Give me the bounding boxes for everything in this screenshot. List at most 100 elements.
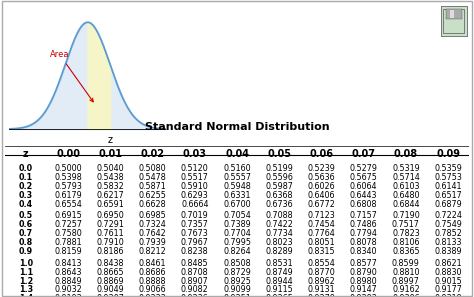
Text: 0.1: 0.1	[19, 173, 33, 182]
Text: 0.5000: 0.5000	[54, 164, 82, 173]
Text: 0.8643: 0.8643	[55, 268, 82, 277]
Text: 0.08: 0.08	[394, 149, 418, 159]
Text: 0.8212: 0.8212	[139, 247, 166, 256]
Text: 0.8413: 0.8413	[55, 259, 82, 268]
Text: 0.6664: 0.6664	[181, 200, 209, 209]
Text: 0.8023: 0.8023	[265, 238, 293, 247]
Text: 0.3: 0.3	[19, 191, 33, 200]
Text: 0.03: 0.03	[183, 149, 207, 159]
Text: 0.9319: 0.9319	[434, 294, 462, 297]
Bar	[444, 9, 464, 33]
Text: z: z	[23, 149, 28, 159]
Text: 0.8708: 0.8708	[181, 268, 209, 277]
Text: 0.7190: 0.7190	[392, 211, 420, 220]
Text: 0.7422: 0.7422	[265, 220, 293, 229]
Text: 0.9082: 0.9082	[181, 285, 209, 294]
Text: 0.9131: 0.9131	[308, 285, 335, 294]
Text: 0.7324: 0.7324	[139, 220, 166, 229]
Text: 0.7611: 0.7611	[97, 229, 124, 238]
Text: 0.6554: 0.6554	[54, 200, 82, 209]
Text: 0.8078: 0.8078	[350, 238, 377, 247]
Text: 0.05: 0.05	[267, 149, 291, 159]
Text: 0.5557: 0.5557	[223, 173, 251, 182]
Text: 0.7823: 0.7823	[392, 229, 420, 238]
Text: 0.7257: 0.7257	[54, 220, 82, 229]
Text: 0.01: 0.01	[98, 149, 122, 159]
Text: 0.6808: 0.6808	[350, 200, 377, 209]
Text: 0.8461: 0.8461	[139, 259, 166, 268]
Bar	[450, 10, 454, 18]
Text: 0.5948: 0.5948	[223, 182, 251, 191]
Text: 0.7517: 0.7517	[392, 220, 420, 229]
Text: 0.7157: 0.7157	[350, 211, 378, 220]
Text: 0.8340: 0.8340	[350, 247, 377, 256]
Text: 0.6950: 0.6950	[96, 211, 124, 220]
Text: 0.8106: 0.8106	[392, 238, 419, 247]
Text: 0.7389: 0.7389	[223, 220, 251, 229]
Text: 0.9251: 0.9251	[223, 294, 251, 297]
Text: 0.9279: 0.9279	[308, 294, 336, 297]
Text: 0.7939: 0.7939	[138, 238, 166, 247]
Text: 0.5319: 0.5319	[392, 164, 420, 173]
Text: 0.09: 0.09	[436, 149, 460, 159]
Text: 0.6368: 0.6368	[265, 191, 293, 200]
Text: 0.0: 0.0	[19, 164, 33, 173]
Text: 0.6879: 0.6879	[434, 200, 462, 209]
Text: 0.6915: 0.6915	[54, 211, 82, 220]
Text: 0.8389: 0.8389	[434, 247, 462, 256]
Text: 0.9147: 0.9147	[350, 285, 378, 294]
Text: 0.6736: 0.6736	[265, 200, 293, 209]
Text: 0.6255: 0.6255	[138, 191, 166, 200]
Text: 0.8770: 0.8770	[308, 268, 335, 277]
Text: 0.9292: 0.9292	[350, 294, 378, 297]
Text: 0.5080: 0.5080	[139, 164, 166, 173]
Text: 0.8849: 0.8849	[54, 277, 82, 285]
Text: 0.8621: 0.8621	[434, 259, 462, 268]
Text: 0.9162: 0.9162	[392, 285, 420, 294]
Text: 0.5675: 0.5675	[350, 173, 378, 182]
Text: 0.6103: 0.6103	[392, 182, 419, 191]
Text: 0.5160: 0.5160	[223, 164, 251, 173]
Text: 0.5753: 0.5753	[434, 173, 462, 182]
Text: 0.8554: 0.8554	[308, 259, 335, 268]
Text: 0.9115: 0.9115	[265, 285, 293, 294]
Text: 0.7580: 0.7580	[54, 229, 82, 238]
Text: 0.7549: 0.7549	[434, 220, 462, 229]
Text: 0.7910: 0.7910	[96, 238, 124, 247]
Text: 1.4: 1.4	[19, 294, 33, 297]
Text: 0.8665: 0.8665	[97, 268, 124, 277]
Text: 0.8577: 0.8577	[350, 259, 378, 268]
Text: 0.6064: 0.6064	[350, 182, 377, 191]
Text: 0.8830: 0.8830	[434, 268, 462, 277]
Text: 0.7: 0.7	[19, 229, 33, 238]
Text: 0.7764: 0.7764	[308, 229, 335, 238]
Text: 0.8186: 0.8186	[97, 247, 124, 256]
Text: 1.0: 1.0	[19, 259, 33, 268]
Text: 0.8438: 0.8438	[97, 259, 124, 268]
Text: 0.8869: 0.8869	[97, 277, 124, 285]
Text: 0.8051: 0.8051	[308, 238, 335, 247]
Text: 0.5987: 0.5987	[265, 182, 293, 191]
Text: 0.7019: 0.7019	[181, 211, 209, 220]
Text: 1.3: 1.3	[19, 285, 33, 294]
Text: 0.04: 0.04	[225, 149, 249, 159]
Text: 0.00: 0.00	[56, 149, 80, 159]
Text: 0.7123: 0.7123	[308, 211, 335, 220]
Text: 0.5714: 0.5714	[392, 173, 420, 182]
Text: 0.9: 0.9	[19, 247, 33, 256]
Text: 0.2: 0.2	[19, 182, 33, 191]
Text: 0.5199: 0.5199	[265, 164, 293, 173]
Text: 0.9207: 0.9207	[96, 294, 124, 297]
Text: 0.6480: 0.6480	[392, 191, 419, 200]
Text: z: z	[108, 135, 112, 145]
Text: 0.9066: 0.9066	[139, 285, 166, 294]
Text: 0.6293: 0.6293	[181, 191, 209, 200]
Text: 0.9265: 0.9265	[265, 294, 293, 297]
Text: 0.5910: 0.5910	[181, 182, 209, 191]
Text: 0.8810: 0.8810	[392, 268, 419, 277]
Text: 0.9049: 0.9049	[96, 285, 124, 294]
Text: 0.5120: 0.5120	[181, 164, 209, 173]
Text: 0.7881: 0.7881	[54, 238, 82, 247]
Text: 0.7852: 0.7852	[434, 229, 462, 238]
Text: 0.6179: 0.6179	[54, 191, 82, 200]
